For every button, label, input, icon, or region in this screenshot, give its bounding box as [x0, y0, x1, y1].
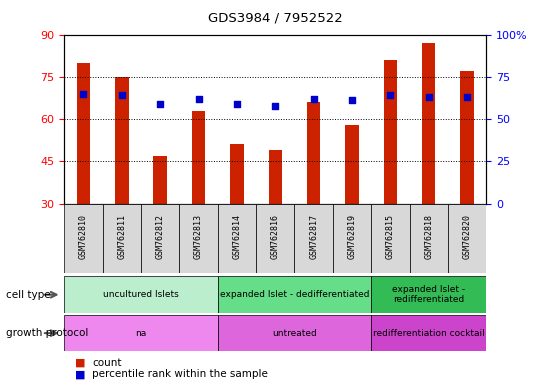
Text: GSM762818: GSM762818	[424, 214, 433, 259]
Text: GSM762817: GSM762817	[309, 214, 318, 259]
Bar	[103, 204, 141, 273]
Point	[348, 98, 357, 104]
Bar	[154, 156, 167, 204]
Point	[463, 94, 472, 100]
Text: GSM762819: GSM762819	[348, 214, 357, 259]
Bar	[307, 102, 320, 204]
Text: GSM762812: GSM762812	[156, 214, 165, 259]
Bar	[371, 204, 410, 273]
Point	[156, 101, 165, 107]
Bar	[422, 43, 435, 204]
Point	[271, 103, 280, 109]
Bar	[371, 315, 486, 351]
Bar	[461, 71, 474, 204]
Point	[309, 96, 318, 102]
Bar	[218, 276, 371, 313]
Bar	[179, 204, 218, 273]
Bar	[192, 111, 205, 204]
Point	[79, 91, 88, 97]
Text: growth protocol: growth protocol	[6, 328, 88, 338]
Text: GSM762816: GSM762816	[271, 214, 280, 259]
Point	[424, 94, 433, 100]
Bar	[371, 276, 486, 313]
Text: GSM762820: GSM762820	[463, 214, 472, 259]
Bar	[64, 204, 103, 273]
Bar	[64, 276, 218, 313]
Text: GSM762815: GSM762815	[386, 214, 395, 259]
Bar	[448, 204, 486, 273]
Text: ■: ■	[75, 358, 86, 368]
Bar	[383, 60, 397, 204]
Text: redifferentiation cocktail: redifferentiation cocktail	[373, 329, 485, 338]
Point	[233, 101, 241, 107]
Point	[194, 96, 203, 102]
Bar	[230, 144, 244, 204]
Bar	[141, 204, 179, 273]
Bar	[345, 125, 359, 204]
Text: na: na	[135, 329, 146, 338]
Bar	[333, 204, 371, 273]
Bar	[295, 204, 333, 273]
Bar	[115, 77, 129, 204]
Bar	[268, 150, 282, 204]
Text: GSM762811: GSM762811	[117, 214, 126, 259]
Text: uncultured Islets: uncultured Islets	[103, 290, 179, 299]
Text: percentile rank within the sample: percentile rank within the sample	[92, 369, 268, 379]
Text: GSM762810: GSM762810	[79, 214, 88, 259]
Text: GSM762813: GSM762813	[194, 214, 203, 259]
Bar	[410, 204, 448, 273]
Bar	[218, 315, 371, 351]
Bar	[77, 63, 90, 204]
Text: untreated: untreated	[272, 329, 317, 338]
Text: expanded Islet - dedifferentiated: expanded Islet - dedifferentiated	[220, 290, 369, 299]
Text: expanded Islet -
redifferentiated: expanded Islet - redifferentiated	[392, 285, 465, 305]
Text: cell type: cell type	[6, 290, 50, 300]
Point	[386, 92, 395, 98]
Bar	[218, 204, 256, 273]
Text: count: count	[92, 358, 122, 368]
Text: ■: ■	[75, 369, 86, 379]
Point	[117, 92, 126, 98]
Text: GSM762814: GSM762814	[233, 214, 241, 259]
Text: GDS3984 / 7952522: GDS3984 / 7952522	[208, 12, 343, 25]
Bar	[256, 204, 295, 273]
Bar	[64, 315, 218, 351]
